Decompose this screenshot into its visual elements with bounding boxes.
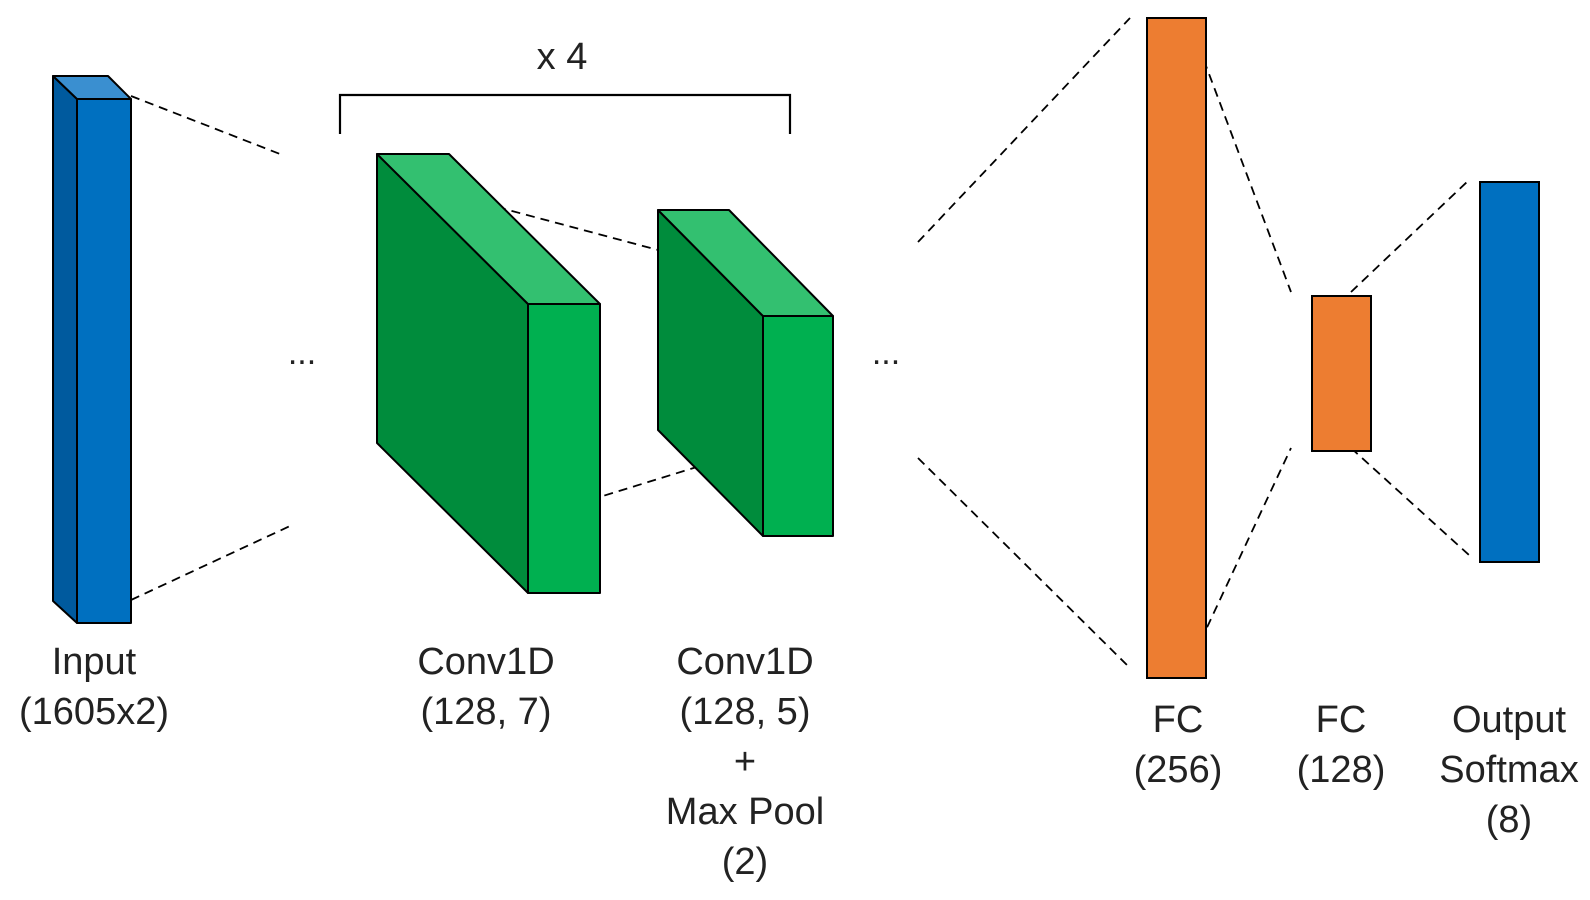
connector-fc2-out-bottom (1351, 448, 1469, 555)
fc-128-label-units: (128) (1297, 745, 1386, 795)
conv1d-2-label-plus: + (666, 737, 824, 787)
conv1d-2-label-pool: Max Pool (666, 787, 824, 837)
conv1d-block-1 (377, 154, 600, 593)
input-label: Input (1605x2) (19, 637, 169, 737)
output-label-activation: Softmax (1439, 745, 1578, 795)
output-label-units: (8) (1439, 795, 1578, 845)
repeat-bracket (340, 95, 790, 134)
ellipsis-left: ... (288, 334, 316, 373)
conv1d-2-label-params: (128, 5) (666, 687, 824, 737)
output-label: Output Softmax (8) (1439, 695, 1578, 845)
fc-128-label-name: FC (1297, 695, 1386, 745)
connector-fc1-bottom-left (918, 458, 1130, 668)
connector-input-top (131, 96, 280, 154)
input-block-front (77, 99, 131, 623)
conv1d-block-2 (658, 210, 833, 536)
output-label-name: Output (1439, 695, 1578, 745)
input-label-name: Input (19, 637, 169, 687)
conv1d-2-label: Conv1D (128, 5) + Max Pool (2) (666, 637, 824, 887)
output-block (1480, 182, 1539, 562)
fc-128-label: FC (128) (1297, 695, 1386, 795)
conv1d-1-label-name: Conv1D (417, 637, 554, 687)
input-label-shape: (1605x2) (19, 687, 169, 737)
fc-256-label: FC (256) (1134, 695, 1223, 795)
conv1d-block-2-front (763, 316, 833, 536)
repeat-count-label: x 4 (537, 36, 588, 79)
fc-256-label-units: (256) (1134, 745, 1223, 795)
connector-conv-bottom (590, 466, 700, 500)
connector-fc1-top-left (918, 18, 1130, 242)
ellipsis-right: ... (872, 334, 900, 373)
conv1d-1-label-params: (128, 7) (417, 687, 554, 737)
conv1d-1-label: Conv1D (128, 7) (417, 637, 554, 737)
input-block (53, 76, 131, 623)
fc-128-block (1312, 296, 1371, 451)
conv1d-block-1-front (528, 304, 600, 593)
conv1d-2-label-pool-size: (2) (666, 837, 824, 887)
fc-256-block (1147, 18, 1206, 678)
fc-256-label-name: FC (1134, 695, 1223, 745)
conv1d-2-label-name: Conv1D (666, 637, 824, 687)
input-block-side (53, 76, 77, 623)
connector-input-bottom (131, 526, 290, 600)
connector-fc2-out-top (1351, 180, 1469, 292)
